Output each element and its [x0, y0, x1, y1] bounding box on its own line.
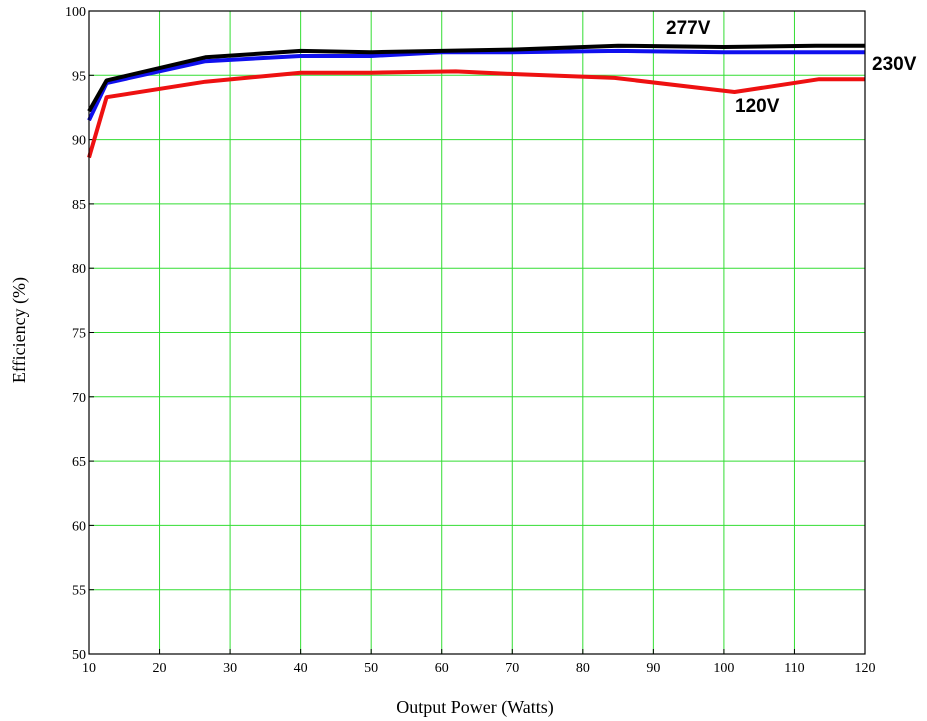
x-tick-label: 60 [435, 661, 449, 676]
y-tick-label: 55 [72, 584, 86, 599]
x-tick-labels: 10 20 30 40 50 60 70 80 90 100 110 120 [82, 661, 876, 676]
y-tick-labels: 50 55 60 65 70 75 80 85 90 95 100 [65, 5, 86, 663]
series-lines [87, 43, 865, 159]
x-tick-label: 120 [855, 661, 876, 676]
y-tick-label: 65 [72, 455, 86, 470]
x-tick-label: 100 [713, 661, 734, 676]
series-label-230v: 230V [872, 54, 917, 75]
x-tick-label: 80 [576, 661, 590, 676]
series-labels: 277V 230V 120V [666, 18, 917, 117]
x-tick-label: 70 [505, 661, 519, 676]
grid-lines [89, 11, 865, 654]
x-tick-label: 110 [784, 661, 804, 676]
y-tick-label: 90 [72, 134, 86, 149]
series-line-120v [87, 69, 865, 159]
series-line-277v [87, 43, 865, 113]
y-tick-label: 50 [72, 648, 86, 663]
x-tick-label: 40 [294, 661, 308, 676]
series-label-277v: 277V [666, 18, 711, 39]
y-tick-label: 100 [65, 5, 86, 20]
series-label-120v: 120V [735, 96, 780, 117]
x-tick-label: 10 [82, 661, 96, 676]
plot-frame [88, 10, 866, 655]
y-tick-label: 70 [72, 391, 86, 406]
y-tick-label: 85 [72, 198, 86, 213]
x-tick-label: 90 [646, 661, 660, 676]
x-tick-label: 30 [223, 661, 237, 676]
y-tick-label: 60 [72, 519, 86, 534]
x-axis-title: Output Power (Watts) [396, 697, 554, 718]
y-tick-label: 80 [72, 262, 86, 277]
y-tick-label: 95 [72, 69, 86, 84]
y-axis-title: Efficiency (%) [9, 277, 30, 383]
y-tick-label: 75 [72, 327, 86, 342]
x-tick-label: 50 [364, 661, 378, 676]
x-tick-label: 20 [153, 661, 167, 676]
